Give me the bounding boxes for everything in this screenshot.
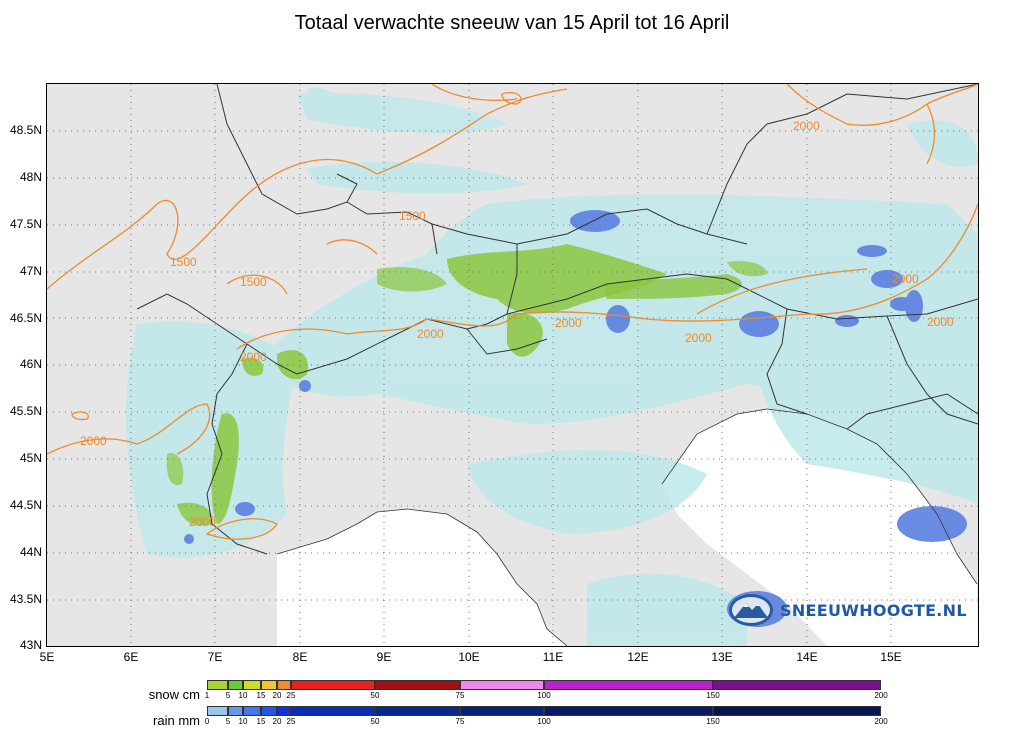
contour-labels: 1500 1500 1500 2000 2000 2000 2000 2000 … — [80, 119, 954, 529]
lon-label: 6E — [123, 650, 139, 664]
lat-label: 43.5N — [9, 592, 42, 606]
lon-label: 8E — [292, 650, 308, 664]
snow-legend-segment — [375, 680, 460, 690]
map-canvas: 1500 1500 1500 2000 2000 2000 2000 2000 … — [47, 84, 978, 646]
rain-legend-segment — [713, 706, 881, 716]
rain-legend-tick-label: 25 — [286, 717, 296, 726]
rain-legend-tick-label: 50 — [370, 717, 380, 726]
snow-legend-segment — [207, 680, 228, 690]
snow-legend-segment — [228, 680, 243, 690]
snow-legend-segment — [544, 680, 713, 690]
snow-legend-tick-label: 1 — [204, 691, 210, 700]
rain-legend-segment — [228, 706, 243, 716]
lat-label: 45N — [19, 451, 42, 465]
snow-legend-tick-label: 5 — [225, 691, 231, 700]
lon-label: 9E — [376, 650, 392, 664]
lat-label: 47N — [19, 264, 42, 278]
lat-label: 46.5N — [9, 311, 42, 325]
lon-label: 11E — [542, 650, 564, 664]
contour-label: 1500 — [399, 209, 426, 223]
contour-label: 2000 — [417, 327, 444, 341]
lat-label: 43N — [19, 638, 42, 652]
lat-label: 44.5N — [9, 498, 42, 512]
lat-label: 44N — [19, 545, 42, 559]
watermark-text: SNEEUWHOOGTE.NL — [780, 600, 967, 620]
snow-legend-segment — [243, 680, 261, 690]
snow-legend-tick-label: 10 — [238, 691, 248, 700]
rain-legend-segment — [460, 706, 544, 716]
lat-label: 48N — [19, 170, 42, 184]
contour-label: 2000 — [555, 316, 582, 330]
snow-legend-segment — [460, 680, 544, 690]
contour-label: 1500 — [240, 275, 267, 289]
lon-label: 7E — [207, 650, 223, 664]
snow-legend-segment — [277, 680, 291, 690]
snow-legend-tick-label: 20 — [272, 691, 282, 700]
lon-label: 15E — [880, 650, 902, 664]
mountain-logo-icon — [729, 594, 773, 626]
country-borders — [136, 84, 978, 555]
rain-legend-segment — [375, 706, 460, 716]
lon-label: 5E — [39, 650, 55, 664]
contour-label: 2000 — [793, 119, 820, 133]
snow-legend-tick-label: 100 — [537, 691, 551, 700]
rain-legend-tick-label: 5 — [225, 717, 231, 726]
rain-color-bar — [207, 706, 881, 716]
rain-legend-tick-label: 10 — [238, 717, 248, 726]
snow-legend-tick-label: 25 — [286, 691, 296, 700]
rain-legend-segment — [277, 706, 291, 716]
rain-legend-tick-label: 20 — [272, 717, 282, 726]
lat-label: 46N — [19, 357, 42, 371]
rain-legend-tick-label: 75 — [455, 717, 465, 726]
rain-legend-segment — [261, 706, 277, 716]
rain-legend-tick-label: 150 — [706, 717, 720, 726]
rain-legend-tick-label: 200 — [874, 717, 888, 726]
snow-legend-label: snow cm — [148, 687, 200, 702]
contour-label: 2000 — [80, 434, 107, 448]
rain-legend-tick-label: 0 — [204, 717, 210, 726]
snow-legend-tick-label: 50 — [370, 691, 380, 700]
contour-label: 1500 — [170, 255, 197, 269]
rain-legend-label: rain mm — [153, 713, 200, 728]
snow-legend-tick-label: 15 — [256, 691, 266, 700]
lon-label: 14E — [796, 650, 818, 664]
snow-legend-tick-label: 75 — [455, 691, 465, 700]
snow-legend-segment — [261, 680, 277, 690]
contour-label: 2000 — [189, 515, 216, 529]
freezing-level-contours — [47, 84, 978, 540]
lat-label: 48.5N — [9, 123, 42, 137]
contour-label: 2000 — [927, 315, 954, 329]
snow-forecast-map: 1500 1500 1500 2000 2000 2000 2000 2000 … — [46, 83, 979, 647]
lon-label: 12E — [627, 650, 649, 664]
rain-legend-tick-label: 100 — [537, 717, 551, 726]
graticule — [47, 84, 978, 646]
watermark: SNEEUWHOOGTE.NL — [728, 590, 967, 630]
snow-color-bar — [207, 680, 881, 690]
lat-label: 45.5N — [9, 404, 42, 418]
contour-label: 2000 — [892, 272, 919, 286]
snow-legend-segment — [291, 680, 375, 690]
rain-legend-segment — [291, 706, 375, 716]
rain-legend-segment — [207, 706, 228, 716]
snow-legend-segment — [713, 680, 881, 690]
contour-label: 2000 — [685, 331, 712, 345]
rain-legend-segment — [544, 706, 713, 716]
lon-label: 10E — [458, 650, 480, 664]
snow-legend-tick-label: 150 — [706, 691, 720, 700]
snow-patches — [166, 244, 767, 526]
lon-label: 13E — [711, 650, 733, 664]
contour-label: 2000 — [240, 350, 267, 364]
rain-legend-segment — [243, 706, 261, 716]
ligurian-sea — [277, 509, 567, 646]
rain-legend-tick-label: 15 — [256, 717, 266, 726]
lat-label: 47.5N — [9, 217, 42, 231]
map-title: Totaal verwachte sneeuw van 15 April tot… — [294, 12, 730, 34]
snow-legend-tick-label: 200 — [874, 691, 888, 700]
